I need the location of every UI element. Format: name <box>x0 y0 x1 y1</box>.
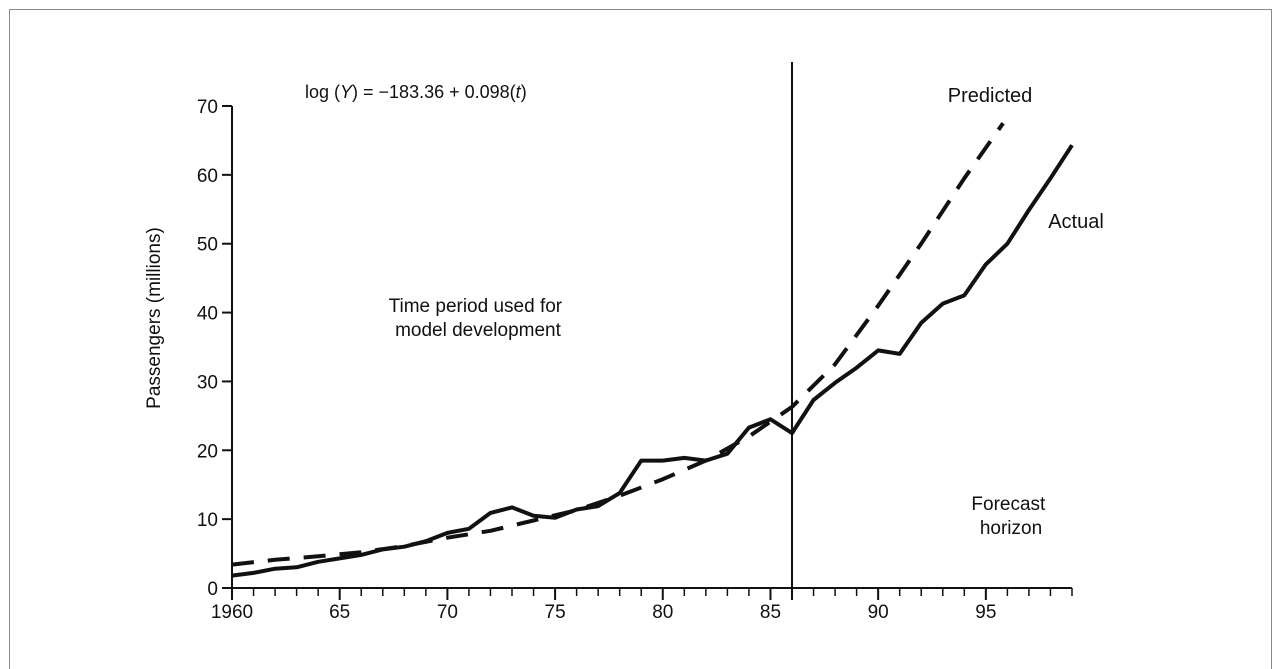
y-tick-label: 40 <box>197 304 218 325</box>
x-tick-label: 90 <box>868 602 889 623</box>
series-line-predicted <box>231 122 1005 567</box>
x-tick-label: 85 <box>760 602 781 623</box>
series-label-actual: Actual <box>1048 211 1104 233</box>
x-tick-label: 80 <box>652 602 673 623</box>
x-tick-label: 70 <box>437 602 458 623</box>
series-line-actual <box>231 144 1074 578</box>
y-tick-label: 50 <box>197 235 218 256</box>
axes: 1960 65 70 75 80 85 90 95 0 10 20 30 40 50 60 70 <box>197 62 1073 623</box>
chart-frame <box>9 9 1272 669</box>
x-tick-label: 65 <box>329 602 350 623</box>
y-tick-label: 70 <box>197 97 218 118</box>
annotations: log (Y) = −183.36 + 0.098(t) Time period… <box>144 82 1050 539</box>
model-period-label: Time period used for model development <box>389 296 568 341</box>
equation-label: log (Y) = −183.36 + 0.098(t) <box>305 82 527 102</box>
y-tick-label: 60 <box>197 166 218 187</box>
y-tick-label: 20 <box>197 441 218 462</box>
y-tick-label: 0 <box>207 579 218 600</box>
x-tick-label: 1960 <box>211 602 253 623</box>
y-axis-label: Passengers (millions) <box>144 227 165 409</box>
series-layer: Actual Predicted <box>231 85 1104 578</box>
x-tick-label: 75 <box>545 602 566 623</box>
y-tick-label: 10 <box>197 510 218 531</box>
y-tick-label: 30 <box>197 372 218 393</box>
x-tick-label: 95 <box>975 602 996 623</box>
series-label-predicted: Predicted <box>948 85 1033 107</box>
forecast-horizon-label: Forecast horizon <box>971 494 1050 539</box>
